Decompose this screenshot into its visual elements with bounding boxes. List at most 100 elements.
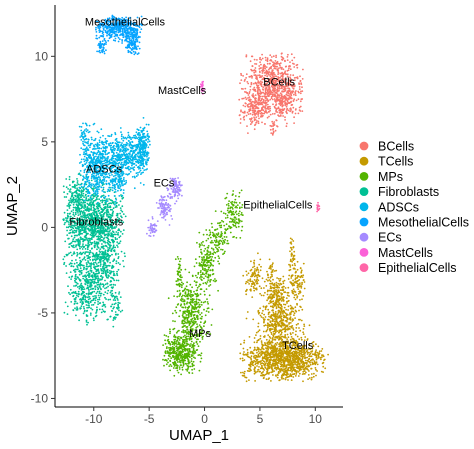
data-point bbox=[221, 219, 223, 222]
data-point bbox=[225, 223, 228, 226]
data-point bbox=[186, 328, 189, 331]
data-point bbox=[176, 369, 179, 372]
data-point bbox=[288, 318, 291, 320]
data-point bbox=[267, 92, 270, 95]
data-point bbox=[217, 248, 219, 251]
data-point bbox=[251, 364, 254, 366]
data-point bbox=[187, 297, 190, 300]
data-point bbox=[229, 217, 232, 220]
data-point bbox=[119, 207, 122, 210]
data-point bbox=[177, 274, 180, 276]
data-point bbox=[200, 274, 202, 276]
data-point bbox=[182, 360, 185, 362]
data-point bbox=[248, 379, 250, 381]
data-point bbox=[248, 75, 251, 78]
data-point bbox=[195, 284, 198, 287]
data-point bbox=[221, 237, 224, 240]
data-point bbox=[268, 335, 271, 338]
data-point bbox=[90, 201, 93, 203]
data-point bbox=[162, 358, 164, 361]
data-point bbox=[306, 356, 309, 359]
data-point bbox=[66, 205, 69, 207]
data-point bbox=[298, 91, 300, 94]
data-point bbox=[269, 75, 272, 78]
data-point bbox=[208, 256, 211, 259]
data-point bbox=[289, 363, 291, 366]
data-point bbox=[273, 328, 276, 331]
data-point bbox=[294, 333, 297, 336]
data-point bbox=[241, 225, 244, 228]
data-point bbox=[186, 281, 189, 284]
data-point bbox=[66, 193, 69, 195]
data-point bbox=[185, 337, 188, 340]
data-point bbox=[182, 356, 185, 359]
data-point bbox=[231, 206, 234, 209]
data-point bbox=[278, 86, 281, 88]
data-point bbox=[240, 229, 243, 232]
data-point bbox=[304, 336, 307, 338]
data-point bbox=[286, 122, 288, 125]
data-point bbox=[249, 346, 252, 349]
data-point bbox=[178, 260, 181, 263]
data-point bbox=[310, 378, 313, 381]
data-point bbox=[280, 96, 283, 98]
data-point bbox=[236, 204, 239, 207]
data-point bbox=[176, 295, 179, 298]
data-point bbox=[199, 360, 202, 363]
data-point bbox=[252, 93, 255, 95]
data-point bbox=[259, 337, 262, 340]
data-point bbox=[279, 102, 282, 105]
data-point bbox=[251, 109, 254, 112]
data-point bbox=[302, 353, 305, 356]
data-point bbox=[111, 212, 114, 215]
data-point bbox=[301, 357, 304, 360]
data-point bbox=[245, 73, 248, 76]
data-point bbox=[261, 72, 264, 74]
data-point bbox=[274, 286, 276, 289]
data-point bbox=[253, 349, 255, 352]
data-point bbox=[279, 330, 282, 333]
data-point bbox=[257, 80, 259, 82]
data-point bbox=[286, 294, 289, 297]
data-point bbox=[289, 61, 291, 63]
data-point bbox=[260, 111, 263, 114]
data-point bbox=[281, 328, 284, 331]
data-point bbox=[273, 77, 276, 80]
data-point bbox=[282, 68, 285, 71]
data-point bbox=[276, 376, 279, 379]
data-point bbox=[183, 338, 186, 341]
data-point bbox=[279, 114, 282, 117]
data-point bbox=[186, 370, 189, 372]
data-point bbox=[305, 371, 307, 374]
data-point bbox=[266, 293, 269, 296]
data-point bbox=[260, 265, 262, 268]
data-point bbox=[292, 361, 295, 364]
data-point bbox=[278, 310, 281, 313]
data-point bbox=[278, 342, 281, 345]
data-point bbox=[269, 109, 271, 112]
data-point bbox=[287, 305, 290, 308]
data-point bbox=[224, 250, 226, 253]
data-point bbox=[267, 326, 269, 329]
data-point bbox=[195, 289, 198, 292]
data-point bbox=[165, 363, 168, 366]
data-point bbox=[180, 351, 183, 354]
data-point bbox=[177, 371, 180, 374]
data-point bbox=[280, 87, 283, 90]
data-point bbox=[262, 67, 265, 70]
data-point bbox=[269, 305, 272, 308]
data-point bbox=[171, 356, 174, 358]
data-point bbox=[173, 344, 176, 346]
data-point bbox=[288, 102, 291, 104]
data-point bbox=[65, 226, 68, 229]
data-point bbox=[294, 309, 297, 312]
data-point bbox=[181, 314, 184, 317]
data-point bbox=[282, 299, 285, 302]
data-point bbox=[273, 98, 276, 100]
data-point bbox=[253, 372, 256, 375]
data-point bbox=[255, 103, 258, 106]
data-point bbox=[265, 66, 268, 68]
data-point bbox=[193, 368, 196, 370]
data-point bbox=[255, 75, 258, 78]
data-point bbox=[298, 109, 301, 111]
